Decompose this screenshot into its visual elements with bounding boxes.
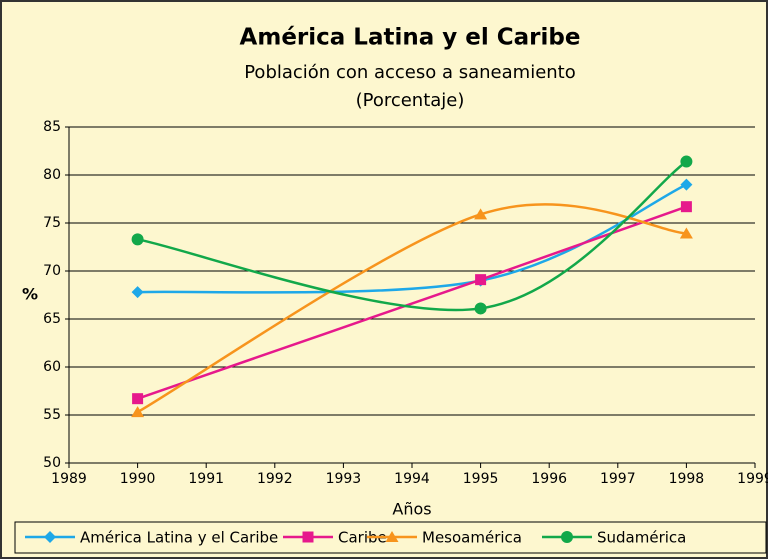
marker <box>131 233 144 246</box>
marker <box>680 178 693 191</box>
legend-label: Sudamérica <box>597 529 686 547</box>
marker <box>474 302 487 315</box>
legend-label: Mesoamérica <box>422 529 522 547</box>
x-tick-label: 1999 <box>737 471 768 487</box>
series-line <box>137 205 687 400</box>
marker <box>302 531 314 543</box>
y-tick-label: 80 <box>43 167 61 183</box>
marker <box>561 531 573 543</box>
marker <box>680 201 692 213</box>
y-tick-label: 70 <box>43 263 61 279</box>
chart-title: América Latina y el Caribe <box>240 25 581 51</box>
marker <box>474 208 488 220</box>
marker <box>385 531 399 542</box>
marker <box>44 531 56 543</box>
y-tick-label: 85 <box>43 119 61 135</box>
y-tick-label: 50 <box>43 455 61 471</box>
x-tick-label: 1993 <box>326 471 362 487</box>
x-tick-label: 1994 <box>394 471 430 487</box>
legend-label: América Latina y el Caribe <box>80 529 278 547</box>
legend-label: Caribe <box>338 529 387 547</box>
x-tick-label: 1991 <box>188 471 224 487</box>
chart-subtitle: (Porcentaje) <box>356 90 465 111</box>
y-tick-label: 55 <box>43 407 61 423</box>
x-tick-label: 1990 <box>120 471 156 487</box>
x-tick-label: 1992 <box>257 471 293 487</box>
marker <box>475 274 487 286</box>
y-tick-label: 75 <box>43 215 61 231</box>
marker <box>131 406 145 418</box>
x-tick-label: 1995 <box>463 471 499 487</box>
x-tick-label: 1996 <box>531 471 567 487</box>
marker <box>680 155 693 168</box>
y-tick-label: 60 <box>43 359 61 375</box>
series-line <box>136 203 687 414</box>
x-tick-label: 1989 <box>51 471 87 487</box>
x-tick-label: 1997 <box>600 471 636 487</box>
marker <box>131 286 144 299</box>
x-tick-label: 1998 <box>669 471 705 487</box>
marker <box>679 227 693 239</box>
x-axis-label: Años <box>392 500 431 519</box>
chart-subtitle: Población con acceso a saneamiento <box>244 62 576 83</box>
y-tick-label: 65 <box>43 311 61 327</box>
marker <box>132 393 144 405</box>
legend-box <box>14 521 767 554</box>
y-axis-label: % <box>22 285 38 304</box>
